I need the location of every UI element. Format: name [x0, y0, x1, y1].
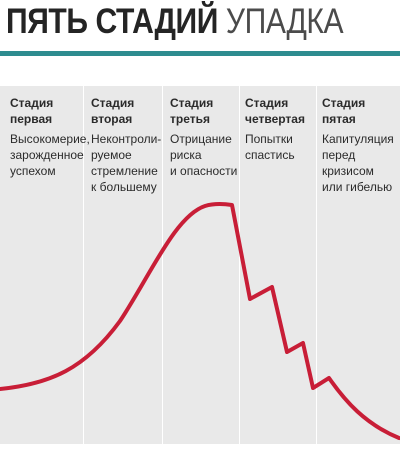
stage-description: Неконтроли- руемое стремление к большему [91, 132, 162, 194]
title-underline [0, 51, 400, 56]
stage-column-4: Стадия четвертая Попытки спастись [245, 95, 321, 163]
stage-heading: Стадия третья [170, 96, 214, 126]
decline-curve-line [0, 202, 400, 440]
page-title: ПЯТЬ СТАДИЙ УПАДКА [6, 0, 344, 44]
stage-column-5: Стадия пятая Капитуляция перед кризисом … [322, 95, 398, 195]
stage-description: Отрицание риска и опасности [170, 132, 238, 178]
stage-column-3: Стадия третья Отрицание риска и опасност… [170, 95, 246, 179]
stage-divider [316, 86, 317, 444]
stage-heading: Стадия первая [10, 96, 54, 126]
stage-description: Попытки спастись [245, 132, 295, 162]
stage-heading: Стадия пятая [322, 96, 366, 126]
stage-divider [162, 86, 163, 444]
stage-divider [83, 86, 84, 444]
stage-heading: Стадия четвертая [245, 96, 305, 126]
title-bold-part: ПЯТЬ СТАДИЙ [6, 2, 218, 41]
stage-heading: Стадия вторая [91, 96, 135, 126]
title-light-part: УПАДКА [225, 2, 344, 41]
stage-description: Высокомерие, зарожденное успехом [10, 132, 90, 178]
stage-column-1: Стадия первая Высокомерие, зарожденное у… [10, 95, 90, 179]
stage-column-2: Стадия вторая Неконтроли- руемое стремле… [91, 95, 167, 195]
decline-curve [0, 202, 400, 440]
stage-divider [239, 86, 240, 444]
stage-description: Капитуляция перед кризисом или гибелью [322, 132, 394, 194]
